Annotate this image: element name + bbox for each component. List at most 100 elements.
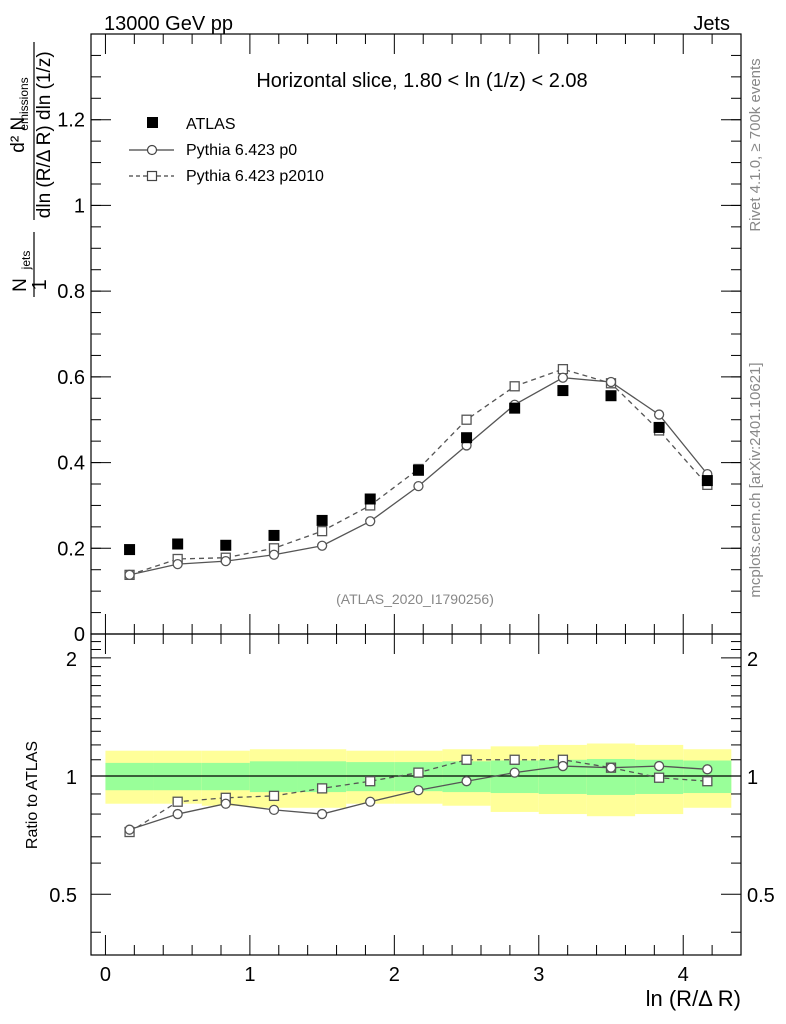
main-p0-point [653, 409, 665, 420]
ratio-p2010-point [413, 767, 424, 778]
main-atlas-point [124, 544, 136, 556]
ratio-xtick-label: 0 [100, 964, 111, 986]
main-series [124, 363, 713, 581]
ratio-ytick-label: 0.5 [49, 885, 77, 907]
main-ytick-label: 0.8 [57, 281, 85, 303]
main-atlas-point [509, 402, 521, 414]
ratio-p0-point [605, 762, 617, 773]
main-atlas-point [172, 538, 184, 550]
ratio-xtick-label: 4 [678, 964, 689, 986]
main-y-axis-label: 1 d² N dln (R/Δ R) dln (1/z) N emissions… [7, 42, 55, 297]
ratio-p2010-point [461, 754, 472, 765]
main-title: Horizontal slice, 1.80 < ln (1/z) < 2.08 [256, 70, 587, 92]
ratio-p0-point [365, 796, 376, 807]
legend-label-p2010: Pythia 6.423 p2010 [186, 168, 324, 185]
ratio-x-axis: 0 1 2 3 4 [100, 634, 742, 986]
legend: ATLAS Pythia 6.423 p0 Pythia 6.423 p2010 [129, 116, 324, 185]
main-p0-point [365, 516, 376, 527]
ratio-p0-point [124, 824, 135, 835]
ratio-ytick-label-right: 1 [747, 767, 758, 789]
ylabel-one: 1 [29, 279, 51, 290]
main-p0-point [557, 372, 569, 383]
main-ytick-label: 1 [74, 195, 85, 217]
main-p0-point [124, 569, 135, 581]
ratio-p2010-point [653, 772, 665, 783]
ratio-p0-point [509, 767, 520, 778]
ylabel-den: dln (R/Δ R) dln (1/z) [34, 51, 55, 218]
main-p2010-point [509, 381, 520, 392]
ratio-p0-point [702, 764, 713, 775]
ylabel-njets: N [10, 278, 31, 292]
main-atlas-point [461, 432, 473, 444]
ratio-p0-point [316, 808, 328, 820]
main-atlas-point [364, 493, 376, 505]
main-atlas-point [653, 421, 665, 433]
ratio-p2010-point [509, 754, 520, 765]
ratio-p2010-point [316, 783, 328, 794]
main-p0-point [268, 549, 280, 560]
ratio-p2010-point [172, 796, 183, 807]
main-ytick-label: 1.2 [57, 110, 85, 132]
main-p2010-point [316, 525, 328, 537]
main-ytick-label: 0.4 [57, 453, 85, 475]
header-observable: Jets [693, 13, 730, 35]
main-atlas-point [220, 539, 232, 551]
ratio-xtick-label: 2 [389, 964, 400, 986]
main-ytick-label: 0.2 [57, 538, 85, 560]
ratio-p2010-point [268, 790, 280, 802]
main-p0-point [605, 376, 617, 388]
ratio-p0-point [653, 760, 665, 772]
ratio-ytick-label-right: 0.5 [747, 885, 775, 907]
main-atlas-point [701, 475, 713, 487]
ratio-p0-point [461, 776, 472, 787]
ratio-uncertainty-bands [105, 743, 732, 817]
main-ytick-label: 0.6 [57, 367, 85, 389]
legend-marker-p2010 [146, 170, 158, 182]
main-x-axis-ticks [104, 34, 742, 634]
legend-label-p0: Pythia 6.423 p0 [186, 142, 297, 159]
legend-marker-atlas [147, 117, 158, 128]
rivet-version-label: Rivet 4.1.0, ≥ 700k events [747, 58, 764, 231]
header-process: 13000 GeV pp [104, 13, 233, 35]
main-atlas-point [412, 464, 424, 476]
ratio-panel: 0.5 0.5 1 1 2 2 0 1 2 3 4 Ratio to ATLAS ln (R/Δ … [24, 633, 775, 1011]
main-p2010-point [461, 414, 472, 425]
ratio-y-axis-label: Ratio to ATLAS [24, 741, 41, 849]
ratio-series [124, 754, 713, 838]
analysis-watermark: (ATLAS_2020_I1790256) [336, 591, 494, 607]
main-p0-point [413, 480, 424, 492]
ylabel-njets-sub: jets [19, 251, 33, 271]
main-atlas-point [605, 390, 617, 402]
ratio-p2010-point [365, 776, 376, 787]
ratio-ytick-label: 2 [66, 649, 77, 671]
main-atlas-point [557, 385, 569, 397]
main-p0-point [316, 540, 328, 551]
ratio-p2010-point [702, 776, 713, 787]
ratio-p0-point [268, 804, 280, 815]
ylabel-emissions-sub: emissions [17, 77, 31, 130]
legend-marker-p0 [146, 144, 158, 156]
main-atlas-point [316, 514, 328, 526]
ratio-ytick-label-right: 2 [747, 649, 758, 671]
ratio-plot-frame [90, 633, 742, 956]
main-panel: 0 0.2 0.4 0.6 0.8 1 1.2 Horizontal slice, 1.80… [7, 33, 742, 646]
svg-text:1 d² N dln (R/: 1 d² N dln (R/Δ R) dln (1/z) N [7, 46, 55, 292]
main-p0-point [220, 555, 231, 567]
main-y-axis: 0 0.2 0.4 0.6 0.8 1 1.2 [57, 54, 741, 646]
ratio-xtick-label: 1 [244, 964, 255, 986]
ratio-band-inner [249, 761, 298, 793]
ratio-ytick-label: 1 [66, 767, 77, 789]
main-p0-line [129, 377, 708, 576]
main-p0-point [172, 558, 183, 570]
ratio-p0-point [413, 785, 424, 796]
ratio-y-axis: 0.5 0.5 1 1 2 2 [49, 641, 775, 933]
main-p2010-point [557, 363, 569, 375]
ratio-p0-point [220, 798, 231, 809]
main-ytick-label: 0 [74, 624, 85, 646]
mcplots-reference-label: mcplots.cern.ch [arXiv:2401.10621] [747, 362, 764, 597]
main-atlas-point [268, 529, 280, 541]
ylabel-d2n: d² N [8, 117, 29, 153]
ratio-p0-point [557, 760, 569, 772]
legend-label-atlas: ATLAS [186, 116, 236, 133]
